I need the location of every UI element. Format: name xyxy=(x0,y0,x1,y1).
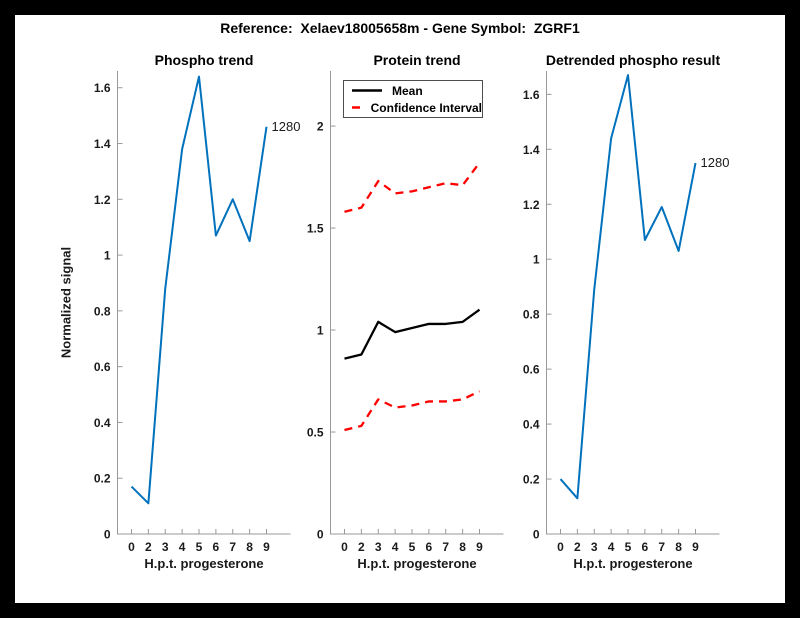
legend-line-ci-icon xyxy=(352,106,362,109)
legend-label-confidence-interval: Confidence Interval xyxy=(370,100,482,115)
y-axis-label: Normalized signal xyxy=(58,246,74,359)
legend-entry-confidence-interval: Confidence Interval xyxy=(351,100,482,116)
x-axis-label-3: H.p.t. progesterone xyxy=(573,556,693,571)
x-axis-label-2: H.p.t. progesterone xyxy=(357,556,477,571)
panel-title-phospho-trend: Phospho trend xyxy=(154,52,254,68)
legend-entry-mean: Mean xyxy=(351,83,482,99)
x-axis-label-1: H.p.t. progesterone xyxy=(144,556,264,571)
legend-line-mean-icon xyxy=(352,89,382,92)
legend-label-mean: Mean xyxy=(392,83,423,98)
legend-box: Mean Confidence Interval xyxy=(343,80,483,118)
panel-title-detrended-phospho: Detrended phospho result xyxy=(545,52,721,68)
figure-title: Reference: Xelaev18005658m - Gene Symbol… xyxy=(220,20,580,36)
panel-title-protein-trend: Protein trend xyxy=(373,52,461,68)
